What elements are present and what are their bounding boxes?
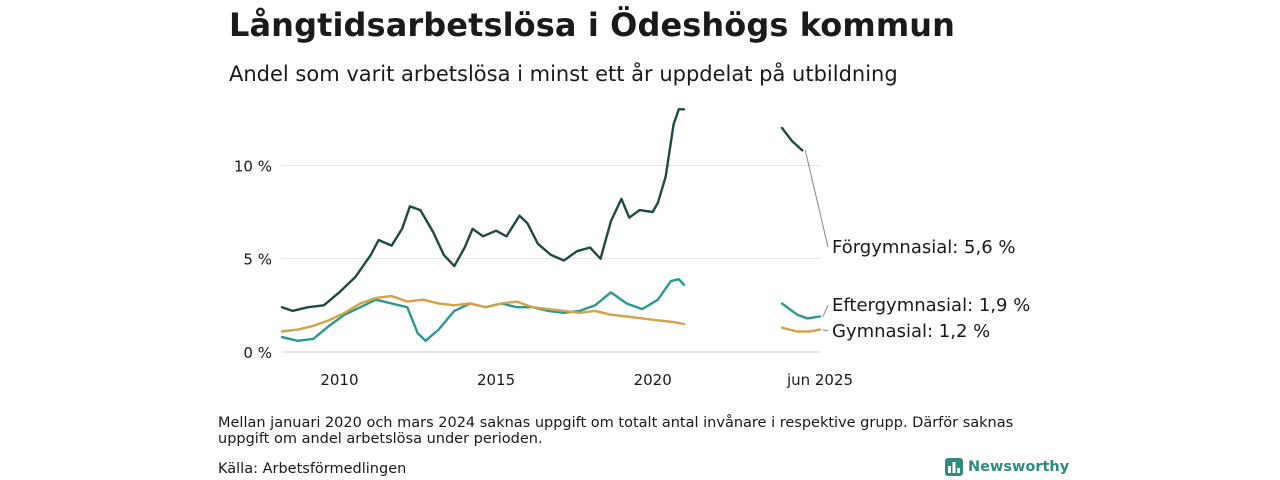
line-chart: 0 % 5 % 10 % 2010 2015 2020 jun 2025 Förgymna… [234, 108, 1030, 389]
y-axis: 0 % 5 % 10 % [234, 157, 272, 362]
x-axis: 2010 2015 2020 jun 2025 [320, 371, 853, 389]
series-line-2-1 [780, 326, 822, 333]
series-line-1-1 [780, 302, 822, 320]
x-tick-label-3: jun 2025 [786, 371, 853, 389]
series-line-0-1 [780, 126, 804, 152]
series-lines [280, 108, 822, 342]
series-line-0-0 [280, 108, 686, 313]
series-label-2: Gymnasial: 1,2 % [832, 321, 990, 342]
footnote: Mellan januari 2020 och mars 2024 saknas… [218, 415, 1014, 447]
series-line-2-0 [280, 294, 686, 333]
series-label-0: Förgymnasial: 5,6 % [832, 237, 1016, 258]
label-connector-2 [822, 329, 829, 332]
chart-title: Långtidsarbetslösa i Ödeshögs kommun [229, 6, 956, 44]
x-tick-label-2: 2020 [634, 371, 672, 389]
y-tick-label-1: 5 % [243, 251, 272, 269]
brand-logo: Newsworthy [945, 458, 1069, 476]
source-note: Källa: Arbetsförmedlingen [218, 461, 407, 477]
label-connector-0 [804, 150, 829, 248]
label-connector-1 [822, 304, 829, 317]
x-tick-label-1: 2015 [477, 371, 515, 389]
y-tick-label-0: 0 % [243, 344, 272, 362]
series-label-1: Eftergymnasial: 1,9 % [832, 295, 1030, 316]
x-tick-label-0: 2010 [320, 371, 358, 389]
bar-chart-icon [945, 458, 963, 476]
chart-subtitle: Andel som varit arbetslösa i minst ett å… [229, 62, 898, 86]
y-tick-label-2: 10 % [234, 157, 272, 175]
series-labels: Förgymnasial: 5,6 % Eftergymnasial: 1,9 %… [804, 150, 1030, 342]
grid [282, 164, 820, 353]
brand-name: Newsworthy [968, 459, 1070, 475]
